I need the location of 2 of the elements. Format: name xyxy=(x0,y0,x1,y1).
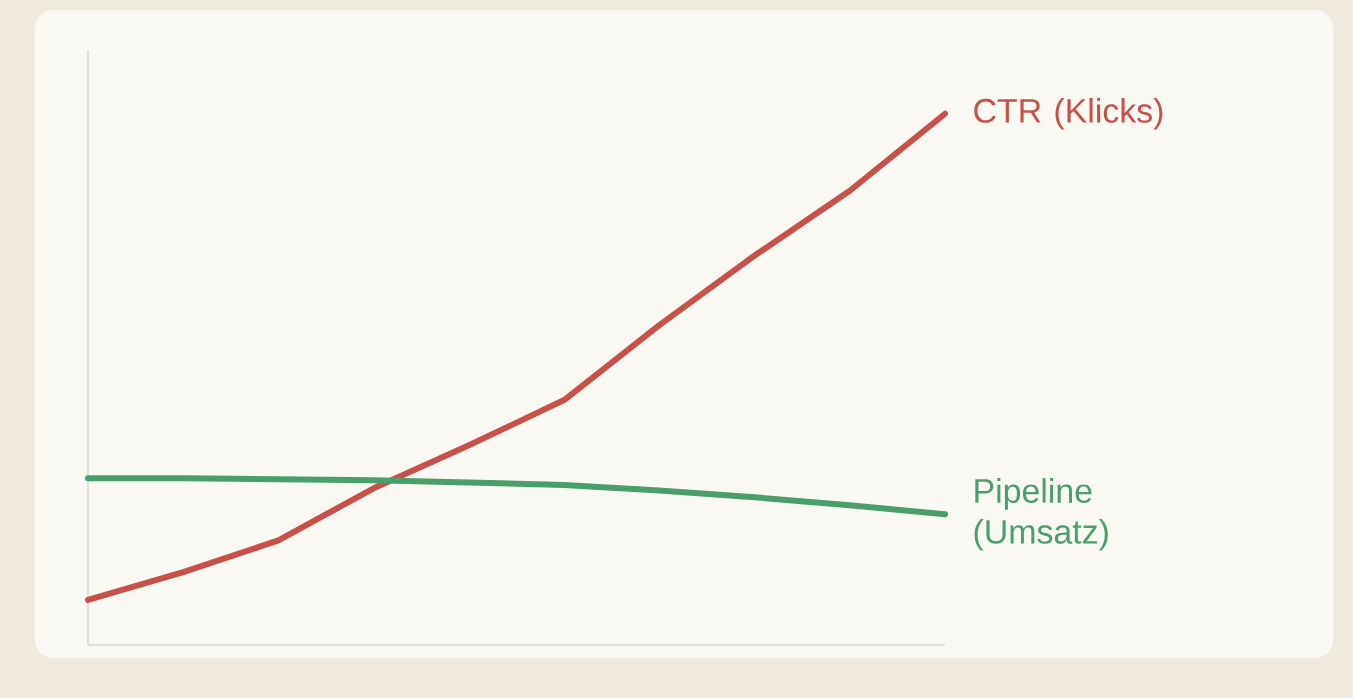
series-label: CTR (Klicks) xyxy=(974,97,1163,130)
series-label: Pipeline (Umsatz) xyxy=(974,478,1108,551)
